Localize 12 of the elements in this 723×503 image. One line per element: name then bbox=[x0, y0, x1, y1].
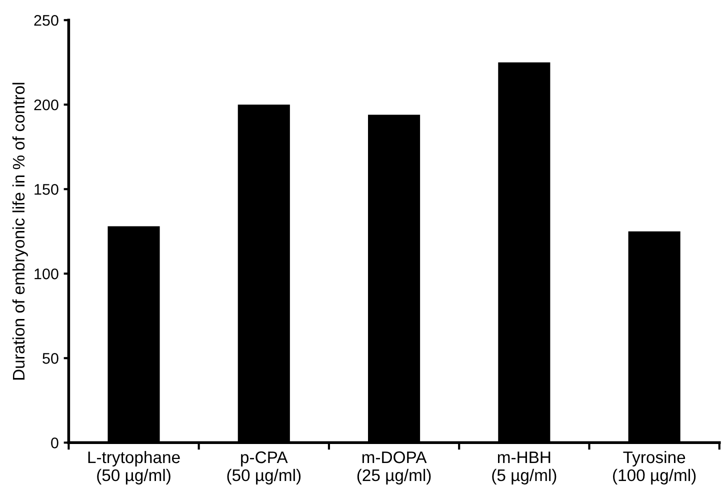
x-tick-label: L-trytophane (50 µg/ml) bbox=[88, 450, 180, 484]
y-tick-label: 200 bbox=[34, 99, 58, 110]
y-tick-label: 100 bbox=[34, 268, 58, 280]
x-tick-label: p-CPA (50 µg/ml) bbox=[227, 451, 301, 484]
x-tick-label: m-DOPA (25 µg/ml) bbox=[357, 451, 431, 484]
x-tick-label: Tyrosine (100 µg/ml) bbox=[613, 450, 696, 484]
y-tick-label: 0 bbox=[51, 438, 58, 448]
y-tick-label: 150 bbox=[34, 184, 58, 195]
x-tick-label: m-HBH (5 µg/ml) bbox=[492, 452, 556, 484]
y-tick-label: 50 bbox=[42, 353, 58, 364]
y-axis-title: Duration of embryonic life in % of control bbox=[12, 82, 28, 380]
y-tick-label: 250 bbox=[34, 14, 58, 26]
